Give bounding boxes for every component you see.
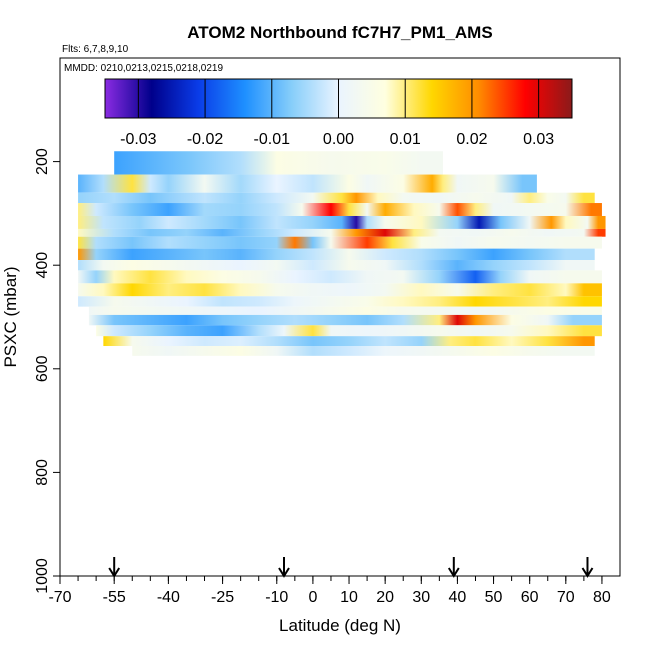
heatmap-row (78, 270, 602, 284)
latitude-arrow-head (278, 567, 290, 578)
plot-frame (59, 57, 621, 577)
heatmap-row (78, 248, 595, 261)
heatmap-row (78, 174, 537, 193)
x-axis-label: Latitude (deg N) (279, 616, 401, 635)
heatmap-row (78, 236, 602, 249)
heatmap-row (78, 192, 595, 204)
x-tick-label: 40 (449, 589, 467, 606)
heatmap-row (114, 151, 443, 175)
y-axis-label: PSXC (mbar) (1, 266, 20, 367)
heatmap-row (78, 260, 595, 271)
heatmap-row (78, 228, 606, 237)
colorbar-tick-lines (137, 79, 540, 118)
y-tick-label: 400 (34, 252, 51, 279)
x-tick-label: 80 (593, 589, 611, 606)
colorbar-tick-label: -0.02 (187, 131, 224, 148)
x-tick-label: -70 (48, 589, 71, 606)
x-tick-label: 20 (376, 589, 394, 606)
x-tick-label: 30 (412, 589, 430, 606)
heatmap-row (88, 306, 602, 315)
colorbar-tick-label: 0.01 (390, 131, 421, 148)
arrows-layer (108, 557, 594, 578)
colorbar-tick-label: -0.03 (120, 131, 157, 148)
x-tick-label: 60 (521, 589, 539, 606)
heatmap-row (78, 283, 602, 297)
heatmap-layer (78, 151, 606, 356)
x-tick-label: -55 (103, 589, 126, 606)
x-tick-label: 0 (308, 589, 317, 606)
x-axis: -70 -55 -40 -25 -10 0 10 20 30 40 50 60 70 80 (48, 576, 611, 606)
x-tick-label: -25 (211, 589, 234, 606)
chart-title: ATOM2 Northbound fC7H7_PM1_AMS (187, 23, 492, 42)
y-axis: 200 400 600 800 1000 (34, 148, 60, 594)
colorbar-tick-labels: -0.03 -0.02 -0.01 0.00 0.01 0.02 0.03 (120, 131, 554, 148)
heatmap-row (78, 215, 606, 229)
x-tick-label: 70 (557, 589, 575, 606)
y-tick-label: 600 (34, 355, 51, 382)
heatmap-row (132, 346, 595, 356)
colorbar-tick-label: 0.03 (523, 131, 554, 148)
colorbar-tick-label: 0.02 (456, 131, 487, 148)
y-tick-label: 1000 (34, 558, 51, 594)
x-tick-label: 10 (340, 589, 358, 606)
y-tick-label: 800 (34, 459, 51, 486)
latitude-arrow-head (447, 567, 460, 578)
x-tick-label: -40 (157, 589, 180, 606)
heatmap-row (88, 314, 602, 326)
heatmap-row (78, 203, 602, 216)
y-tick-label: 200 (34, 148, 51, 175)
colorbar-tick-label: 0.00 (323, 131, 354, 148)
heatmap-row (78, 296, 602, 307)
colorbar-tick-label: -0.01 (254, 131, 291, 148)
latitude-arrow-head (581, 567, 594, 578)
x-tick-label: 50 (485, 589, 503, 606)
flights-subtitle: Flts: 6,7,8,9,10 (62, 44, 129, 55)
x-tick-label: -10 (265, 589, 288, 606)
heatmap-row (103, 336, 595, 347)
heatmap-row (96, 325, 602, 337)
dates-subtitle: MMDD: 0210,0213,0215,0218,0219 (64, 63, 223, 74)
